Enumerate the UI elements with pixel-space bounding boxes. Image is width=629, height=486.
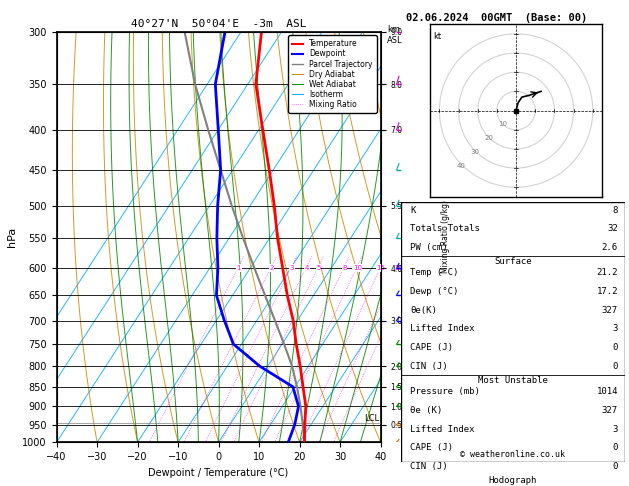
Text: 1014: 1014 [596, 387, 618, 396]
Text: 25: 25 [408, 265, 417, 271]
Text: 1: 1 [237, 265, 241, 271]
Text: Most Unstable: Most Unstable [478, 376, 548, 385]
Text: Temp (°C): Temp (°C) [410, 268, 459, 278]
Text: 0: 0 [613, 462, 618, 471]
Text: CIN (J): CIN (J) [410, 462, 448, 471]
Title: 40°27'N  50°04'E  -3m  ASL: 40°27'N 50°04'E -3m ASL [131, 19, 306, 30]
Text: 327: 327 [602, 406, 618, 415]
Text: 0: 0 [613, 443, 618, 452]
Text: Hodograph: Hodograph [489, 476, 537, 485]
Text: θe (K): θe (K) [410, 406, 442, 415]
Text: 5: 5 [316, 265, 321, 271]
Text: 3: 3 [613, 325, 618, 333]
Text: LCL: LCL [364, 414, 379, 423]
Text: 32: 32 [607, 225, 618, 233]
Text: 2.6: 2.6 [602, 243, 618, 252]
Text: 4: 4 [304, 265, 309, 271]
Text: 15: 15 [377, 265, 386, 271]
Text: 40: 40 [457, 163, 465, 169]
Text: 327: 327 [602, 306, 618, 315]
Y-axis label: Mixing Ratio (g/kg): Mixing Ratio (g/kg) [442, 200, 450, 274]
Text: θe(K): θe(K) [410, 306, 437, 315]
Y-axis label: hPa: hPa [7, 227, 17, 247]
Text: 02.06.2024  00GMT  (Base: 00): 02.06.2024 00GMT (Base: 00) [406, 13, 587, 23]
Text: CAPE (J): CAPE (J) [410, 343, 454, 352]
Text: 10: 10 [353, 265, 362, 271]
Text: Lifted Index: Lifted Index [410, 425, 475, 434]
Text: 2: 2 [269, 265, 274, 271]
Text: Pressure (mb): Pressure (mb) [410, 387, 480, 396]
Text: 3: 3 [289, 265, 294, 271]
Text: 8: 8 [613, 206, 618, 215]
Text: K: K [410, 206, 416, 215]
X-axis label: Dewpoint / Temperature (°C): Dewpoint / Temperature (°C) [148, 468, 289, 478]
Text: PW (cm): PW (cm) [410, 243, 448, 252]
Text: Totals Totals: Totals Totals [410, 225, 480, 233]
Legend: Temperature, Dewpoint, Parcel Trajectory, Dry Adiabat, Wet Adiabat, Isotherm, Mi: Temperature, Dewpoint, Parcel Trajectory… [288, 35, 377, 113]
Text: Dewp (°C): Dewp (°C) [410, 287, 459, 296]
Text: CIN (J): CIN (J) [410, 362, 448, 371]
Text: © weatheronline.co.uk: © weatheronline.co.uk [460, 450, 565, 459]
Text: kt: kt [433, 32, 442, 41]
Text: km
ASL: km ASL [387, 25, 403, 45]
Text: 20: 20 [484, 135, 493, 141]
Text: 8: 8 [342, 265, 347, 271]
Text: CAPE (J): CAPE (J) [410, 443, 454, 452]
Text: 20: 20 [394, 265, 403, 271]
Text: 17.2: 17.2 [596, 287, 618, 296]
Text: 3: 3 [613, 425, 618, 434]
Text: 0: 0 [613, 343, 618, 352]
Text: 10: 10 [498, 122, 507, 127]
Text: 0: 0 [613, 362, 618, 371]
Text: 30: 30 [470, 149, 479, 155]
Text: 21.2: 21.2 [596, 268, 618, 278]
Text: Surface: Surface [494, 257, 532, 266]
Text: Lifted Index: Lifted Index [410, 325, 475, 333]
